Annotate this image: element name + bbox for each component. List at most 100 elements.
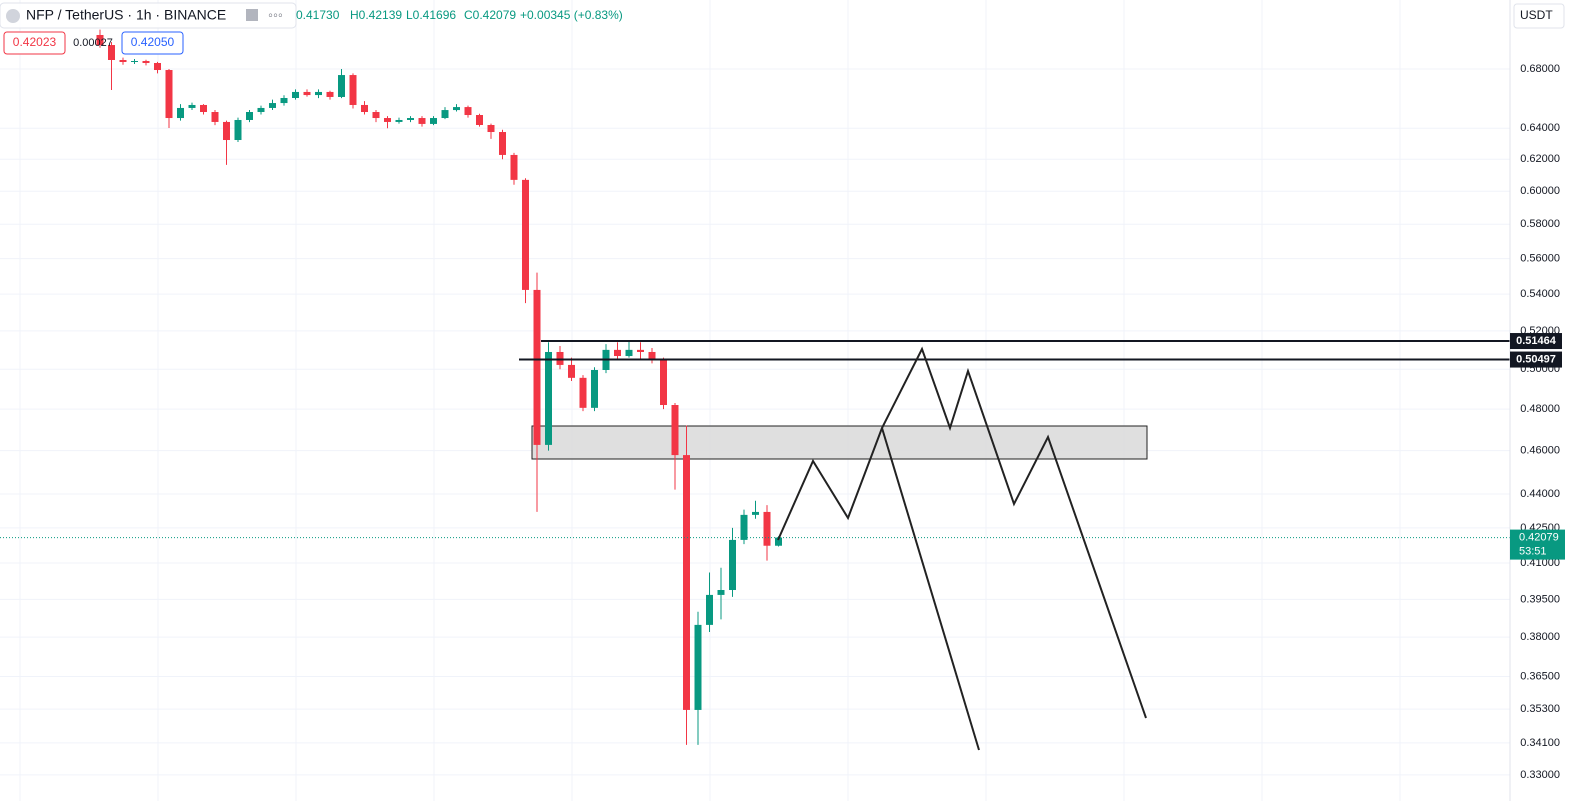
y-tick-label: 0.60000 bbox=[1520, 185, 1560, 197]
candle-body bbox=[108, 45, 115, 61]
candle-body bbox=[476, 115, 483, 125]
y-tick-label: 0.56000 bbox=[1520, 252, 1560, 264]
y-tick-label: 0.46000 bbox=[1520, 445, 1560, 457]
candle-body bbox=[165, 70, 173, 119]
candle-body bbox=[683, 455, 690, 710]
level-label: 0.51464 bbox=[1516, 335, 1557, 347]
vertical-grid bbox=[19, 0, 1401, 801]
candle-body bbox=[625, 349, 633, 357]
projection-path bbox=[881, 427, 980, 751]
candle-body bbox=[464, 107, 472, 116]
candle-body bbox=[280, 98, 288, 104]
candle-body bbox=[292, 91, 299, 99]
buy-price[interactable]: 0.42050 bbox=[131, 35, 175, 49]
candle-body bbox=[119, 60, 127, 62]
candle-body bbox=[430, 118, 437, 124]
currency-label[interactable]: USDT bbox=[1520, 8, 1553, 22]
candle-body bbox=[522, 179, 529, 290]
candle-body bbox=[154, 62, 161, 71]
candle-body bbox=[315, 91, 322, 96]
candle-body bbox=[591, 369, 598, 408]
candle-body bbox=[303, 91, 311, 96]
y-tick-label: 0.68000 bbox=[1520, 63, 1560, 75]
candle-body bbox=[96, 35, 104, 46]
candle-body bbox=[418, 118, 426, 124]
y-tick-label: 0.38000 bbox=[1520, 631, 1560, 643]
candle-body bbox=[763, 511, 771, 546]
candle-body bbox=[257, 107, 265, 113]
candle-body bbox=[510, 154, 518, 180]
candle-body bbox=[648, 351, 656, 361]
symbol-title: NFP / TetherUS · 1h · BINANCE bbox=[26, 7, 226, 23]
icon: ◦◦◦ bbox=[268, 7, 283, 23]
candle-body bbox=[706, 594, 713, 625]
last-price-bg bbox=[1510, 529, 1565, 560]
currency-dropdown[interactable] bbox=[1513, 3, 1565, 29]
icon bbox=[246, 9, 258, 21]
last-price-label: 0.42079 bbox=[1519, 532, 1559, 544]
candle-body bbox=[752, 511, 759, 515]
sell-price[interactable]: 0.42023 bbox=[13, 35, 57, 49]
candle-body bbox=[200, 104, 207, 113]
countdown-label: 53:51 bbox=[1519, 546, 1547, 558]
symbol-logo bbox=[6, 9, 20, 23]
level-label: 0.50497 bbox=[1516, 353, 1556, 365]
candle-body bbox=[188, 104, 196, 108]
candle-body bbox=[372, 112, 380, 119]
sell-button[interactable] bbox=[3, 31, 66, 55]
projection-path bbox=[777, 346, 1147, 719]
candle-body bbox=[717, 590, 725, 595]
legend-box bbox=[0, 2, 297, 29]
candle-body bbox=[338, 75, 345, 97]
candle-body bbox=[384, 118, 391, 122]
candle-body bbox=[361, 104, 368, 113]
ohlc-change: +0.00345 (+0.83%) bbox=[520, 8, 623, 22]
y-tick-label: 0.48000 bbox=[1520, 403, 1560, 415]
candle-body bbox=[326, 91, 334, 97]
ohlc-close: C0.42079 bbox=[464, 8, 516, 22]
candle-body bbox=[568, 364, 575, 378]
y-tick-label: 0.36500 bbox=[1520, 670, 1560, 682]
ohlc-low: L0.41696 bbox=[406, 8, 456, 22]
y-tick-label: 0.39500 bbox=[1520, 593, 1560, 605]
y-tick-label: 0.35300 bbox=[1520, 703, 1560, 715]
candle-body bbox=[441, 110, 449, 119]
candle-body bbox=[533, 289, 541, 445]
candle-body bbox=[579, 377, 587, 408]
candle-body bbox=[671, 405, 679, 456]
y-tick-label: 0.33000 bbox=[1520, 769, 1560, 781]
candle-body bbox=[775, 537, 782, 546]
y-tick-label: 0.58000 bbox=[1520, 218, 1560, 230]
candle-body bbox=[637, 349, 644, 352]
candle-body bbox=[349, 75, 357, 105]
ohlc-open: 0.41730 bbox=[296, 8, 340, 22]
y-tick-label: 0.62000 bbox=[1520, 153, 1560, 165]
y-tick-label: 0.41000 bbox=[1520, 557, 1560, 569]
spread: 0.00027 bbox=[73, 37, 113, 49]
y-tick-label: 0.54000 bbox=[1520, 288, 1560, 300]
candle-body bbox=[223, 121, 230, 141]
y-tick-label: 0.34100 bbox=[1520, 737, 1560, 749]
level-label-bg bbox=[1510, 333, 1562, 350]
candle-body bbox=[729, 539, 736, 591]
candle-body bbox=[614, 349, 621, 357]
level-label-bg bbox=[1510, 351, 1562, 368]
candle-body bbox=[694, 624, 702, 710]
y-tick-label: 0.44000 bbox=[1520, 488, 1560, 500]
candle-body bbox=[234, 119, 242, 141]
candle-body bbox=[269, 103, 276, 108]
ohlc-high: H0.42139 bbox=[350, 8, 402, 22]
candle-body bbox=[246, 112, 253, 120]
candle-body bbox=[487, 124, 495, 133]
candle-body bbox=[499, 132, 506, 155]
candle-body bbox=[453, 107, 460, 111]
candle-body bbox=[142, 60, 150, 63]
candle-body bbox=[395, 119, 403, 122]
candle-body bbox=[407, 118, 414, 120]
y-tick-label: 0.64000 bbox=[1520, 122, 1560, 134]
candle-body bbox=[545, 351, 552, 445]
buy-button[interactable] bbox=[121, 31, 184, 55]
candle-body bbox=[740, 514, 748, 540]
candle-body bbox=[660, 360, 667, 406]
